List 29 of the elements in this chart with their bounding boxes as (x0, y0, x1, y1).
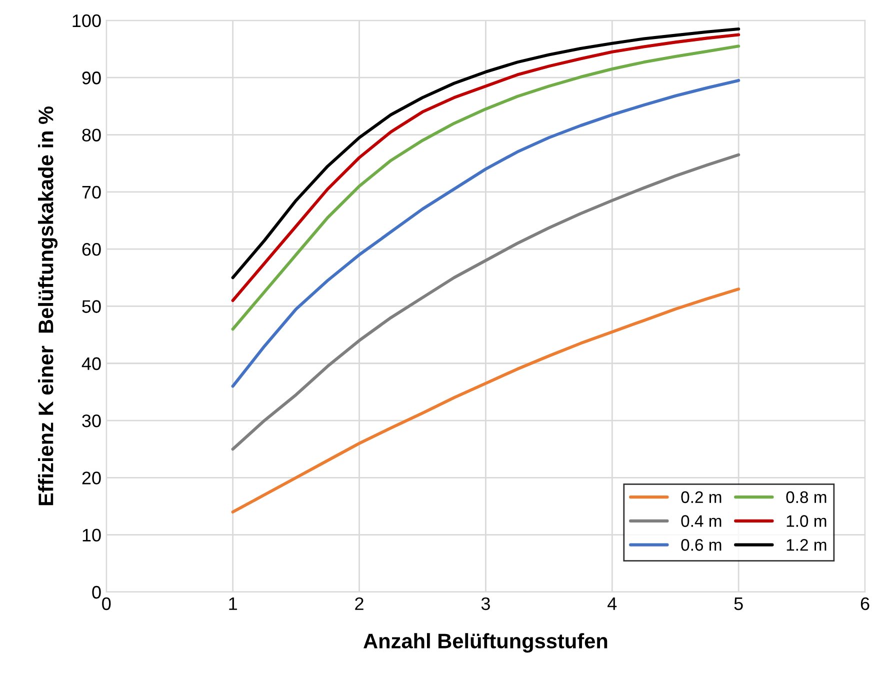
x-tick-label: 0 (102, 597, 111, 610)
y-tick-label: 20 (82, 472, 101, 484)
legend-label: 1.0 m (786, 515, 826, 527)
legend-label: 0.8 m (786, 491, 826, 504)
x-tick-label: 2 (355, 597, 364, 610)
y-tick-label: 90 (82, 72, 101, 84)
x-tick-label: 1 (229, 598, 237, 610)
y-tick-label: 10 (82, 528, 101, 542)
line-series (231, 153, 740, 451)
legend-label: 0.4 m (681, 515, 722, 527)
y-tick-label: 40 (82, 357, 101, 370)
legend-label: 0.6 m (681, 539, 722, 551)
line-series (231, 288, 740, 514)
y-tick-label: 60 (82, 243, 101, 256)
y-tick-label: 50 (82, 300, 101, 313)
x-axis-title: Anzahl Belüftungsstufen (364, 633, 608, 653)
x-tick-label: 4 (608, 598, 617, 610)
y-tick-label: 100 (72, 14, 101, 28)
line-series (231, 78, 740, 388)
y-tick-label: 0 (92, 586, 101, 599)
x-tick-label: 3 (481, 597, 490, 610)
y-tick-label: 30 (82, 414, 101, 428)
legend-label: 0.2 m (681, 491, 722, 504)
y-tick-label: 70 (82, 186, 101, 199)
y-axis-title: Effizienz K einer Belüftungskakade in % (38, 106, 58, 506)
legend-label: 1.2 m (786, 539, 826, 551)
y-tick-label: 80 (82, 128, 101, 142)
x-tick-label: 6 (860, 597, 870, 610)
x-tick-label: 5 (734, 598, 743, 610)
